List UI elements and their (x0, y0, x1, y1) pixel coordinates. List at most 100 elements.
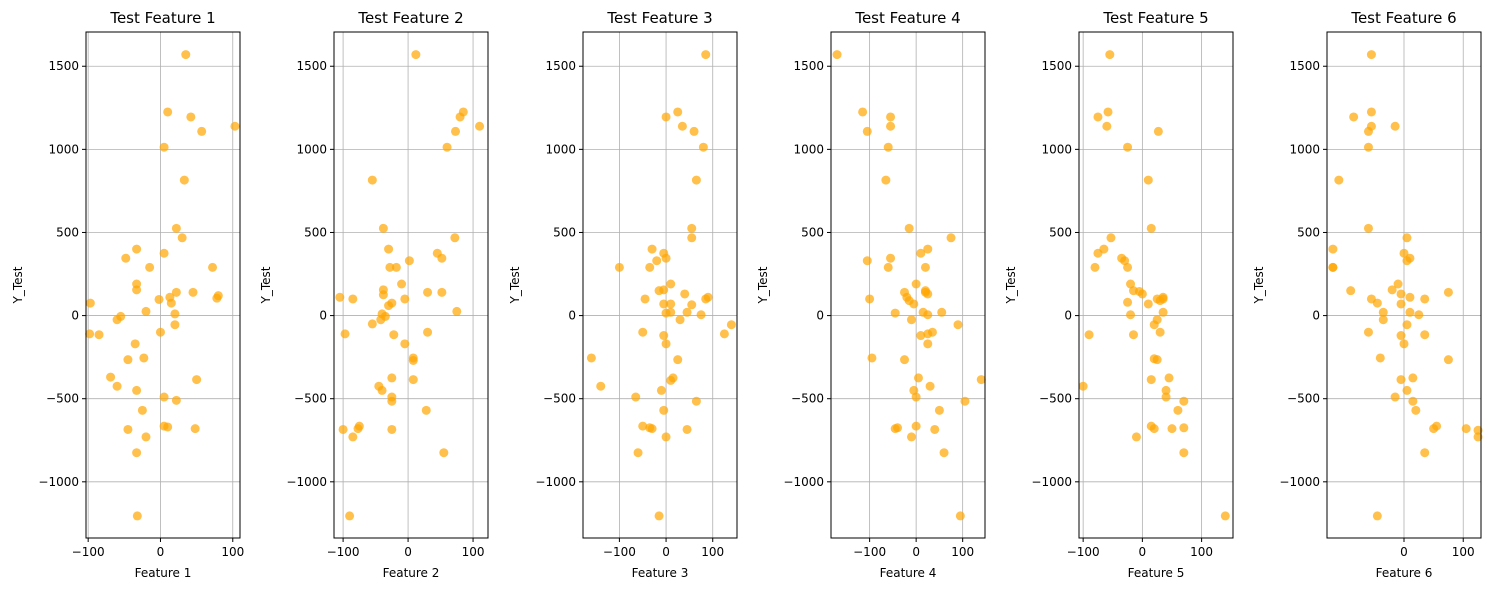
data-point (923, 339, 933, 349)
x-tick-label: 0 (1400, 545, 1408, 559)
data-point (930, 424, 940, 434)
data-point (421, 405, 431, 415)
data-point (1399, 339, 1409, 349)
data-point (661, 432, 671, 442)
data-point (1396, 331, 1406, 341)
data-point (1123, 142, 1133, 152)
data-point (1363, 142, 1373, 152)
data-point (923, 329, 933, 339)
data-point (633, 448, 643, 458)
y-axis-label: Y_Test (259, 266, 273, 304)
x-tick-label: −100 (327, 545, 360, 559)
data-point (1093, 112, 1103, 122)
data-point (1164, 373, 1174, 383)
y-tick-label: 1000 (1289, 142, 1320, 156)
data-point (701, 50, 711, 60)
x-tick-label: −100 (1067, 545, 1100, 559)
data-point (1372, 298, 1382, 308)
data-point (130, 339, 140, 349)
data-point (596, 381, 606, 391)
data-point (865, 294, 875, 304)
data-point (654, 511, 664, 521)
data-point (230, 121, 240, 131)
x-tick-label: 100 (1452, 545, 1475, 559)
data-point (1146, 375, 1156, 385)
y-tick-label: 500 (553, 225, 576, 239)
data-point (923, 244, 933, 254)
data-point (455, 112, 465, 122)
y-tick-label: 1500 (48, 59, 79, 73)
data-point (886, 121, 896, 131)
data-point (1402, 256, 1412, 266)
axes-frame (85, 31, 241, 539)
x-tick-label: −100 (72, 545, 105, 559)
data-point (1366, 107, 1376, 117)
data-point (1167, 424, 1177, 434)
x-tick-label: 100 (951, 545, 974, 559)
data-point (883, 262, 893, 272)
data-point (139, 353, 149, 363)
data-point (387, 396, 397, 406)
data-point (437, 287, 447, 297)
data-point (689, 126, 699, 136)
axes-frame (582, 31, 738, 539)
data-point (1106, 233, 1116, 243)
x-tick-label: 0 (662, 545, 670, 559)
data-point (691, 175, 701, 185)
data-point (1411, 405, 1421, 415)
data-point (121, 253, 131, 263)
y-tick-label: 0 (816, 309, 824, 323)
data-point (141, 306, 151, 316)
data-point (1103, 107, 1113, 117)
data-point (946, 233, 956, 243)
data-point (920, 262, 930, 272)
data-point (1146, 421, 1156, 431)
x-tick-label: 0 (912, 545, 920, 559)
y-tick-label: 0 (1312, 309, 1320, 323)
y-tick-label: −500 (791, 392, 824, 406)
data-point (883, 142, 893, 152)
data-point (1363, 327, 1373, 337)
data-point (659, 405, 669, 415)
data-point (439, 448, 449, 458)
data-point (1179, 423, 1189, 433)
x-tick-label: 0 (157, 545, 165, 559)
data-point (112, 315, 122, 325)
data-point (680, 289, 690, 299)
data-point (925, 381, 935, 391)
data-point (652, 256, 662, 266)
data-point (698, 142, 708, 152)
x-tick-label: 0 (404, 545, 412, 559)
data-point (171, 223, 181, 233)
x-tick-label: 100 (1190, 545, 1213, 559)
data-point (132, 244, 142, 254)
data-point (1402, 385, 1412, 395)
data-point (1078, 381, 1088, 391)
data-point (192, 375, 202, 385)
data-point (378, 223, 388, 233)
data-point (934, 405, 944, 415)
y-tick-label: 1500 (793, 59, 824, 73)
y-tick-label: −1000 (38, 475, 79, 489)
y-tick-label: −500 (46, 392, 79, 406)
x-tick-label: −100 (603, 545, 636, 559)
data-point (112, 381, 122, 391)
data-point (691, 396, 701, 406)
data-point (659, 299, 669, 309)
data-point (1158, 294, 1168, 304)
data-point (1363, 223, 1373, 233)
data-point (1146, 223, 1156, 233)
data-point (1443, 287, 1453, 297)
data-point (475, 121, 485, 131)
data-point (423, 327, 433, 337)
data-point (1461, 424, 1471, 434)
data-point (645, 262, 655, 272)
data-point (1149, 320, 1159, 330)
y-tick-label: −500 (294, 392, 327, 406)
data-point (1328, 262, 1338, 272)
data-point (906, 432, 916, 442)
data-point (638, 327, 648, 337)
data-point (1399, 248, 1409, 258)
axes-frame (1078, 31, 1234, 539)
